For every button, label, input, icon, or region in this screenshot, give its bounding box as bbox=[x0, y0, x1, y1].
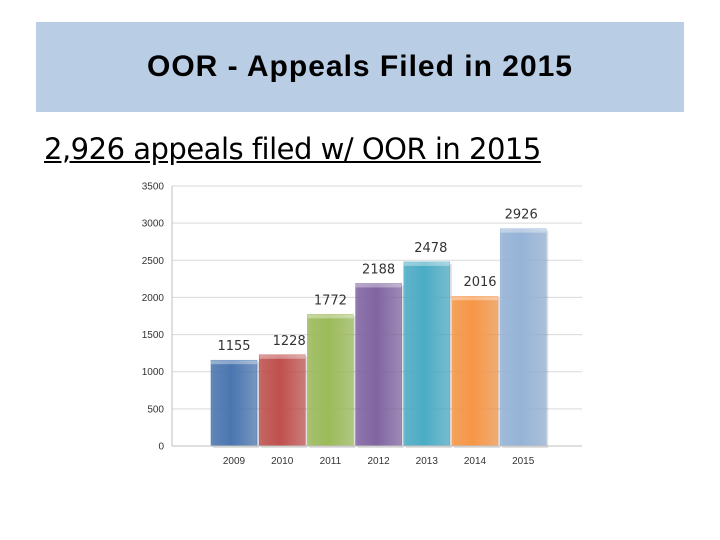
x-tick-label: 2012 bbox=[367, 456, 390, 467]
y-tick-label: 2500 bbox=[142, 256, 165, 267]
bar-highlight bbox=[259, 354, 306, 359]
bar-highlight bbox=[211, 360, 257, 365]
x-tick-label: 2013 bbox=[416, 456, 439, 467]
y-tick-label: 3000 bbox=[142, 219, 165, 230]
title-band: OOR - Appeals Filed in 2015 bbox=[36, 22, 684, 112]
data-label: 2016 bbox=[463, 275, 496, 290]
x-axis: 2009 2010 2011 2012 2013 2014 2015 bbox=[172, 445, 582, 467]
bar-2011 bbox=[307, 314, 354, 447]
data-label: 2188 bbox=[362, 262, 395, 277]
data-label: 1155 bbox=[217, 339, 250, 354]
slide-title: OOR - Appeals Filed in 2015 bbox=[147, 50, 573, 83]
y-tick-label: 3500 bbox=[142, 182, 165, 193]
y-tick-label: 0 bbox=[158, 442, 164, 453]
bar-highlight bbox=[355, 283, 402, 288]
bar-2009 bbox=[210, 359, 258, 447]
bar-2015 bbox=[499, 228, 547, 447]
bar-2010 bbox=[258, 354, 306, 447]
x-tick-label: 2014 bbox=[464, 456, 487, 467]
y-axis: 0 500 1000 1500 2000 2500 3000 3500 bbox=[142, 182, 173, 453]
x-tick-label: 2010 bbox=[271, 456, 294, 467]
x-tick-label: 2015 bbox=[512, 456, 535, 467]
data-label: 2926 bbox=[505, 208, 538, 223]
data-label: 2478 bbox=[414, 241, 447, 256]
y-tick-label: 1500 bbox=[142, 330, 165, 341]
bars: 1155 1228 1772 2188 2478 2016 2926 bbox=[210, 208, 549, 448]
x-tick-label: 2009 bbox=[223, 456, 246, 467]
bar-highlight bbox=[452, 296, 498, 301]
bar-highlight bbox=[307, 314, 354, 319]
data-label: 1228 bbox=[273, 334, 306, 349]
y-tick-label: 500 bbox=[147, 404, 164, 415]
y-tick-label: 2000 bbox=[142, 293, 165, 304]
slide-subtitle: 2,926 appeals filed w/ OOR in 2015 bbox=[44, 132, 541, 166]
bar-highlight bbox=[403, 261, 450, 266]
bar-2012 bbox=[355, 283, 402, 447]
bar-2013 bbox=[403, 261, 451, 447]
bar-2014 bbox=[451, 295, 499, 447]
y-tick-label: 1000 bbox=[142, 367, 165, 378]
x-tick-label: 2011 bbox=[320, 456, 342, 467]
bar-highlight bbox=[500, 228, 547, 233]
data-label: 1772 bbox=[314, 293, 347, 308]
